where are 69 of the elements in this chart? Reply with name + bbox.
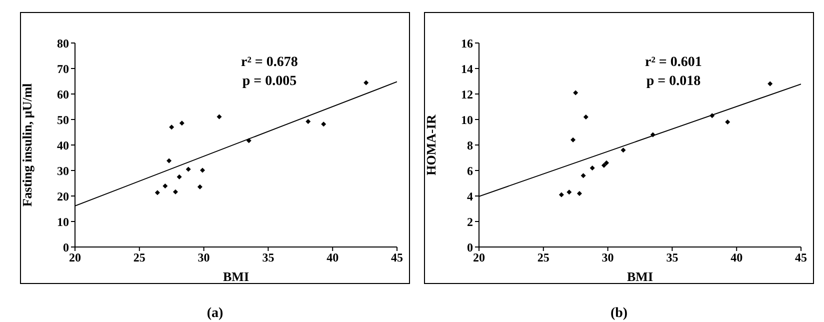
y-axis-title: HOMA-IR (424, 114, 439, 176)
point (179, 120, 184, 126)
point (768, 81, 773, 86)
point (558, 192, 564, 198)
x-tick-label: 30 (198, 250, 210, 265)
x-tick-label: 25 (133, 250, 146, 265)
point (306, 119, 311, 124)
y-tick-label: 60 (57, 87, 69, 102)
point (166, 158, 172, 164)
annotation: r² = 0.601 (645, 54, 702, 72)
y-tick-label: 70 (57, 62, 69, 76)
y-tick-label: 10 (461, 112, 473, 127)
x-tick-label: 30 (602, 250, 614, 265)
point (154, 190, 160, 196)
x-tick-label: 45 (391, 250, 403, 265)
text: (b) (609, 306, 629, 322)
y-tick-label: 16 (461, 36, 473, 50)
point (710, 113, 715, 118)
y-tick-label: 6 (467, 164, 473, 178)
y-tick-label: 10 (57, 214, 69, 229)
point (176, 174, 182, 180)
point (620, 148, 626, 153)
x-axis-title: BMI (223, 269, 249, 284)
x-tick-label: 45 (795, 250, 807, 265)
y-tick-label: 0 (467, 240, 473, 254)
y-tick-label: 0 (63, 240, 69, 254)
x-tick-label: 40 (730, 250, 743, 265)
point (169, 124, 174, 130)
point (162, 184, 168, 189)
x-tick-label: 35 (666, 250, 678, 265)
annotation: p = 0.005 (241, 73, 298, 91)
point (566, 190, 572, 195)
x-tick-label: 20 (69, 250, 81, 265)
y-axis-title: Fasting insulin, μU/ml (20, 82, 35, 207)
y-tick-label: 80 (57, 36, 69, 50)
point (570, 137, 576, 142)
point (200, 168, 206, 173)
point (604, 160, 610, 166)
y-tick-label: 12 (461, 87, 473, 102)
y-tick-label: 4 (467, 189, 473, 204)
y-tick-label: 40 (57, 138, 69, 152)
point (580, 173, 586, 178)
y-tick-label: 14 (461, 62, 473, 76)
point (246, 138, 252, 144)
point (573, 90, 578, 96)
annotation: r² = 0.678 (241, 54, 298, 72)
point (583, 114, 588, 120)
point (590, 165, 595, 170)
point (197, 184, 202, 190)
point (725, 120, 730, 125)
y-tick-label: 2 (467, 214, 473, 229)
point (186, 166, 191, 172)
x-axis-title: BMI (627, 269, 653, 284)
y-tick-label: 30 (57, 164, 69, 178)
point (576, 190, 582, 196)
x-tick-label: 40 (326, 250, 339, 265)
x-tick-label: 25 (537, 250, 550, 265)
text: (a) (206, 306, 224, 322)
annotation: p = 0.018 (645, 73, 702, 91)
point (321, 122, 326, 127)
x-tick-label: 35 (262, 250, 274, 265)
y-tick-label: 50 (57, 112, 69, 127)
point (216, 114, 222, 120)
y-tick-label: 20 (57, 189, 69, 204)
point (364, 80, 369, 86)
point (601, 162, 606, 168)
point (650, 132, 656, 138)
point (172, 189, 178, 194)
y-tick-label: 8 (467, 138, 473, 152)
